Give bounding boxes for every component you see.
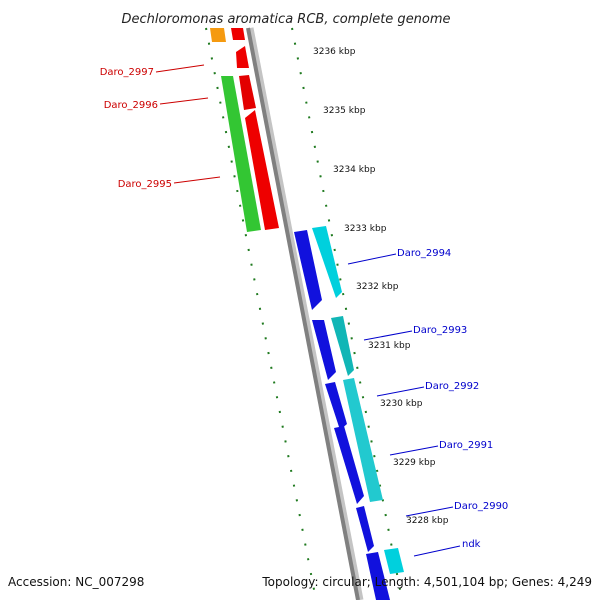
feature-forward-gene xyxy=(231,28,245,40)
feature-reverse-gene xyxy=(325,382,347,430)
accession-text: Accession: NC_007298 xyxy=(8,575,144,589)
scale-label: 3229 kbp xyxy=(393,458,436,468)
label-leader-line xyxy=(155,64,205,73)
genome-backbone xyxy=(246,27,360,600)
feature-forward-gene xyxy=(236,46,249,68)
reverse-gene-labels: Daro_2994 Daro_2993 Daro_2992 Daro_2991 … xyxy=(347,248,508,557)
label-leader-line xyxy=(363,330,413,341)
label-leader-line xyxy=(159,97,209,105)
scale-label: 3234 kbp xyxy=(333,165,376,175)
feature-reverse-orf xyxy=(384,548,404,574)
feature-reverse-orf xyxy=(343,378,383,502)
gene-label: Daro_2990 xyxy=(454,501,508,512)
feature-forward-gene xyxy=(239,75,256,110)
label-leader-line xyxy=(173,176,221,184)
label-leader-line xyxy=(413,545,461,557)
scale-label: 3230 kbp xyxy=(380,399,423,409)
gene-label: Daro_2992 xyxy=(425,381,479,392)
feature-reverse-gene xyxy=(294,230,322,310)
gene-label: Daro_2995 xyxy=(118,179,172,190)
gene-label: Daro_2994 xyxy=(397,248,451,259)
feature-reverse-gene xyxy=(356,506,374,552)
forward-gene-labels: Daro_2997 Daro_2996 Daro_2995 xyxy=(100,64,221,190)
label-leader-line xyxy=(389,445,439,456)
gene-label: ndk xyxy=(462,539,481,550)
feature-forward-orf xyxy=(221,76,261,232)
scale-label: 3233 kbp xyxy=(344,224,387,234)
gene-label: Daro_2997 xyxy=(100,67,154,78)
gene-label: Daro_2993 xyxy=(413,325,467,336)
feature-reverse-orf xyxy=(331,316,354,376)
feature-reverse-orf xyxy=(312,226,342,298)
scale-label: 3236 kbp xyxy=(313,47,356,57)
feature-orange xyxy=(210,28,226,42)
feature-reverse-gene xyxy=(334,426,364,504)
gene-label: Daro_2996 xyxy=(104,100,158,111)
left-dotted-track xyxy=(205,27,317,600)
scale-label: 3235 kbp xyxy=(323,106,366,116)
scale-label: 3228 kbp xyxy=(406,516,449,526)
feature-reverse-gene xyxy=(312,320,336,380)
scale-label: 3231 kbp xyxy=(368,341,411,351)
map-title: Dechloromonas aromatica RCB, complete ge… xyxy=(121,12,450,27)
label-leader-line xyxy=(405,506,454,517)
scale-label: 3232 kbp xyxy=(356,282,399,292)
feature-forward-gene xyxy=(245,110,279,230)
scale-tick-labels: 3236 kbp 3235 kbp 3234 kbp 3233 kbp 3232… xyxy=(313,47,449,526)
topology-text: Topology: circular; Length: 4,501,104 bp… xyxy=(261,575,592,589)
label-leader-line xyxy=(376,386,425,397)
feature-reverse-gene xyxy=(366,552,390,600)
gene-label: Daro_2991 xyxy=(439,440,493,451)
label-leader-line xyxy=(347,253,397,265)
